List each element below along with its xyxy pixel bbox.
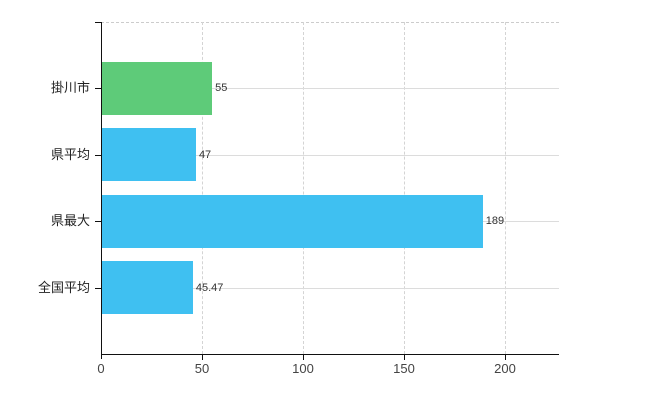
bar-value-label: 47 [198,148,212,161]
category-label: 県最大 [50,213,90,229]
bar-4[interactable] [101,261,193,315]
x-tick-label: 100 [292,361,314,376]
x-tick-label: 0 [97,361,105,376]
y-axis-tick [95,221,101,223]
category-label: 全国平均 [37,279,90,295]
bar-value-label: 189 [485,215,505,228]
x-axis [101,354,559,355]
x-axis-tick [303,355,304,360]
x-tick-label: 200 [494,361,516,376]
category-label: 掛川市 [50,80,90,96]
x-axis-tick [202,355,203,360]
plot-area: 55 47 189 45.47 [101,22,559,354]
gridline-h [101,88,559,90]
gridline-v [202,22,203,354]
category-label: 県平均 [50,146,90,162]
plot-top-border [101,22,559,23]
y-axis-tick [95,88,101,90]
gridline-v [505,22,506,354]
bar-2[interactable] [101,128,196,182]
gridline-h [101,154,559,156]
bar-3[interactable] [101,194,483,248]
bar-value-label: 45.47 [195,281,224,294]
bar-1[interactable] [101,61,213,115]
y-axis-tick [95,154,101,156]
x-axis-tick [404,355,405,360]
gridline-v [303,22,304,354]
gridline-v [404,22,405,354]
y-axis-tick [95,287,101,289]
x-tick-label: 50 [194,361,210,376]
x-axis-tick [505,355,506,360]
bar-value-label: 55 [215,82,228,95]
y-axis-tick [95,22,101,23]
x-tick-label: 150 [393,361,415,376]
y-axis [101,22,102,359]
gridline-h [101,287,559,289]
